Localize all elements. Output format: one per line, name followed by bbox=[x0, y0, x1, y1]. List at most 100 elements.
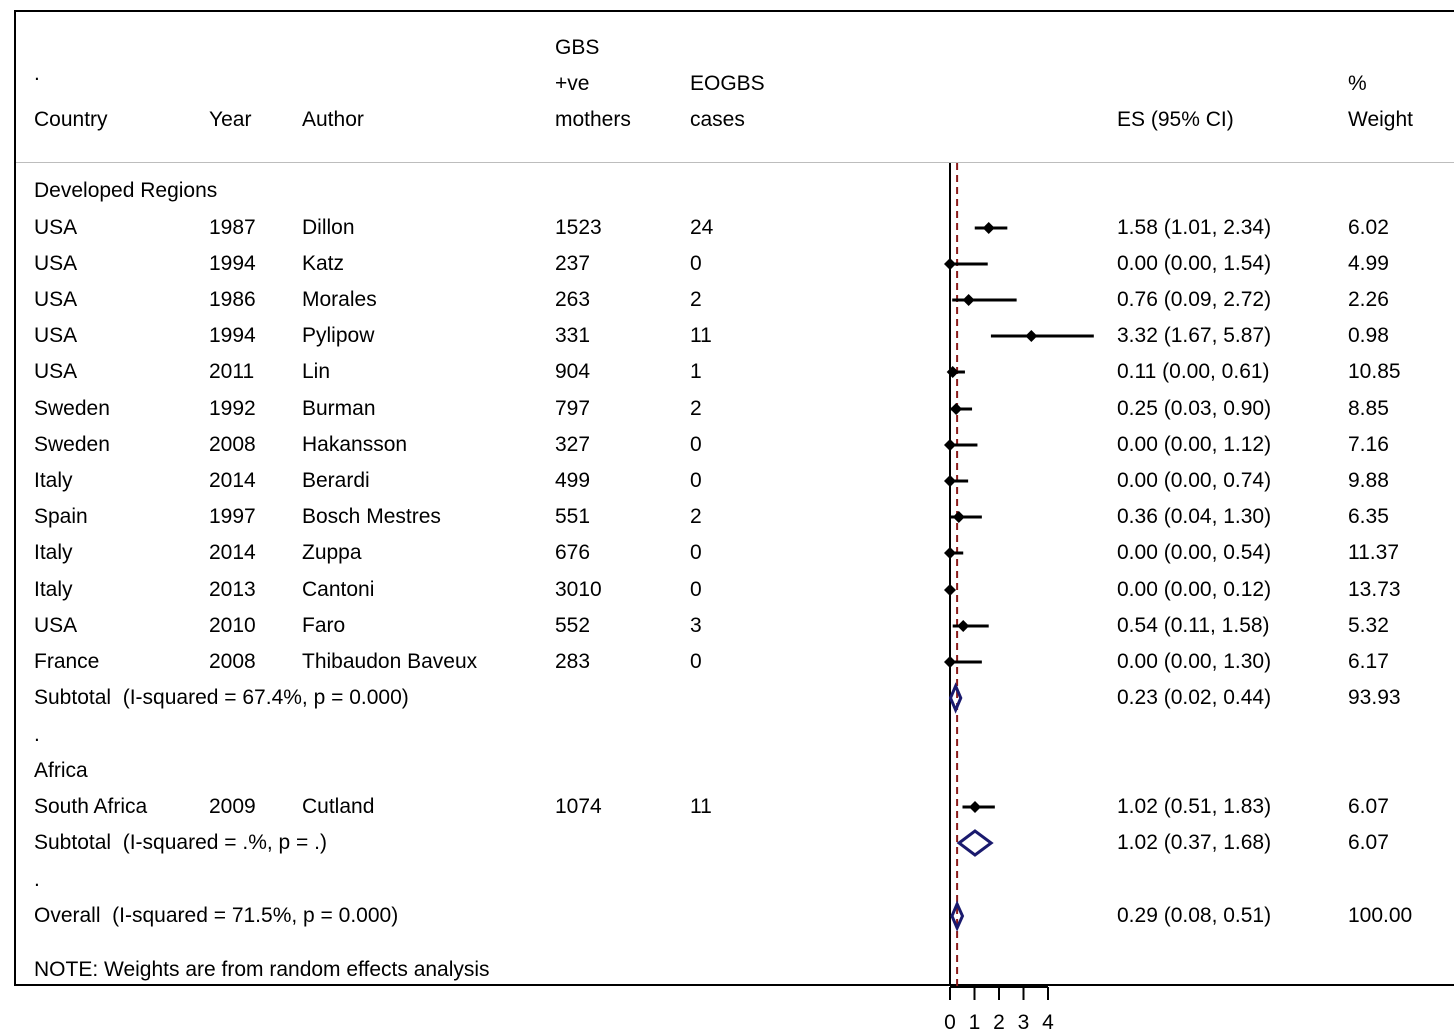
row-gbs-mothers: 499 bbox=[555, 469, 591, 492]
point-estimate bbox=[944, 547, 956, 559]
note-text: NOTE: Weights are from random effects an… bbox=[34, 958, 490, 981]
row-weight: 13.73 bbox=[1348, 578, 1401, 601]
row-eogbs-cases: 1 bbox=[690, 360, 702, 383]
row-gbs-mothers: 904 bbox=[555, 360, 591, 383]
point-estimate bbox=[1025, 330, 1038, 342]
row-weight: 9.88 bbox=[1348, 469, 1389, 492]
subtotal-weight: 93.93 bbox=[1348, 686, 1401, 709]
row-weight: 2.26 bbox=[1348, 288, 1389, 311]
row-gbs-mothers: 551 bbox=[555, 505, 591, 528]
row-eogbs-cases: 0 bbox=[690, 541, 702, 564]
row-weight: 10.85 bbox=[1348, 360, 1401, 383]
row-effect-size: 0.00 (0.00, 0.12) bbox=[1117, 578, 1272, 601]
row-author: Cantoni bbox=[302, 578, 375, 601]
row-author: Hakansson bbox=[302, 433, 408, 456]
row-eogbs-cases: 11 bbox=[690, 324, 712, 347]
subtotal-effect-size: 0.23 (0.02, 0.44) bbox=[1117, 686, 1272, 709]
row-effect-size: 0.00 (0.00, 0.54) bbox=[1117, 541, 1272, 564]
row-author: Berardi bbox=[302, 469, 370, 492]
row-country: Italy bbox=[34, 541, 73, 564]
row-country: Italy bbox=[34, 469, 73, 492]
row-eogbs-cases: 2 bbox=[690, 397, 702, 420]
header-weight-line1: % bbox=[1348, 72, 1367, 95]
row-eogbs-cases: 24 bbox=[690, 216, 714, 239]
subtotal-weight: 6.07 bbox=[1348, 831, 1389, 854]
row-country: USA bbox=[34, 614, 78, 637]
row-author: Zuppa bbox=[302, 541, 362, 564]
row-author: Faro bbox=[302, 614, 346, 637]
row-country: Italy bbox=[34, 578, 73, 601]
x-tick-label: 4 bbox=[1042, 1011, 1054, 1033]
row-author: Bosch Mestres bbox=[302, 505, 441, 528]
row-eogbs-cases: 3 bbox=[690, 614, 702, 637]
row-effect-size: 0.54 (0.11, 1.58) bbox=[1117, 614, 1270, 637]
row-gbs-mothers: 237 bbox=[555, 252, 591, 275]
row-author: Dillon bbox=[302, 216, 355, 239]
row-eogbs-cases: 0 bbox=[690, 650, 702, 673]
header-eogbs-line2: cases bbox=[690, 108, 745, 131]
row-author: Morales bbox=[302, 288, 377, 311]
point-estimate bbox=[962, 294, 975, 306]
row-weight: 5.32 bbox=[1348, 614, 1389, 637]
row-year: 2009 bbox=[209, 795, 256, 818]
row-gbs-mothers: 3010 bbox=[555, 578, 602, 601]
row-weight: 8.85 bbox=[1348, 397, 1389, 420]
point-estimate bbox=[944, 656, 956, 668]
row-country: South Africa bbox=[34, 795, 148, 818]
row-country: USA bbox=[34, 324, 78, 347]
point-estimate bbox=[968, 801, 981, 813]
row-country: USA bbox=[34, 360, 78, 383]
row-country: Sweden bbox=[34, 433, 110, 456]
point-estimate bbox=[957, 620, 970, 632]
point-estimate bbox=[944, 475, 956, 487]
row-weight: 0.98 bbox=[1348, 324, 1389, 347]
x-tick-label: 3 bbox=[1018, 1011, 1030, 1033]
row-effect-size: 0.25 (0.03, 0.90) bbox=[1117, 397, 1272, 420]
row-gbs-mothers: 263 bbox=[555, 288, 591, 311]
header-year: Year bbox=[209, 108, 252, 131]
row-year: 2014 bbox=[209, 541, 256, 564]
row-country: France bbox=[34, 650, 100, 673]
header-dot: . bbox=[34, 62, 40, 85]
row-gbs-mothers: 676 bbox=[555, 541, 591, 564]
row-effect-size: 0.00 (0.00, 1.12) bbox=[1117, 433, 1272, 456]
row-author: Pylipow bbox=[302, 324, 375, 347]
pooled-diamond bbox=[950, 900, 965, 932]
row-country: USA bbox=[34, 216, 78, 239]
row-weight: 6.02 bbox=[1348, 216, 1389, 239]
row-eogbs-cases: 2 bbox=[690, 505, 702, 528]
row-gbs-mothers: 797 bbox=[555, 397, 591, 420]
point-estimate bbox=[944, 584, 956, 596]
row-year: 1987 bbox=[209, 216, 256, 239]
subtotal-effect-size: 1.02 (0.37, 1.68) bbox=[1117, 831, 1272, 854]
row-gbs-mothers: 283 bbox=[555, 650, 591, 673]
pooled-diamond bbox=[948, 682, 963, 714]
row-year: 1994 bbox=[209, 324, 256, 347]
group-label: . bbox=[34, 868, 40, 891]
header-gbs-line3: mothers bbox=[555, 108, 631, 131]
point-estimate bbox=[982, 222, 995, 234]
point-estimate bbox=[950, 403, 963, 415]
header-gbs-line1: GBS bbox=[555, 36, 600, 59]
row-year: 1986 bbox=[209, 288, 256, 311]
row-author: Lin bbox=[302, 360, 331, 383]
row-year: 1994 bbox=[209, 252, 256, 275]
header-country: Country bbox=[34, 108, 108, 131]
row-gbs-mothers: 1074 bbox=[555, 795, 602, 818]
row-effect-size: 1.02 (0.51, 1.83) bbox=[1117, 795, 1272, 818]
point-estimate bbox=[952, 511, 965, 523]
group-label: . bbox=[34, 723, 40, 746]
row-weight: 6.17 bbox=[1348, 650, 1389, 673]
row-country: Sweden bbox=[34, 397, 110, 420]
row-author: Katz bbox=[302, 252, 345, 275]
row-year: 2011 bbox=[209, 360, 255, 383]
row-effect-size: 1.58 (1.01, 2.34) bbox=[1117, 216, 1272, 239]
header-gbs-line2: +ve bbox=[555, 72, 590, 95]
row-weight: 11.37 bbox=[1348, 541, 1399, 564]
header-divider bbox=[16, 162, 1454, 163]
subtotal-effect-size: 0.29 (0.08, 0.51) bbox=[1117, 904, 1272, 927]
row-eogbs-cases: 0 bbox=[690, 469, 702, 492]
x-tick-label: 2 bbox=[993, 1011, 1005, 1033]
pooled-diamond bbox=[956, 829, 994, 857]
row-gbs-mothers: 327 bbox=[555, 433, 591, 456]
